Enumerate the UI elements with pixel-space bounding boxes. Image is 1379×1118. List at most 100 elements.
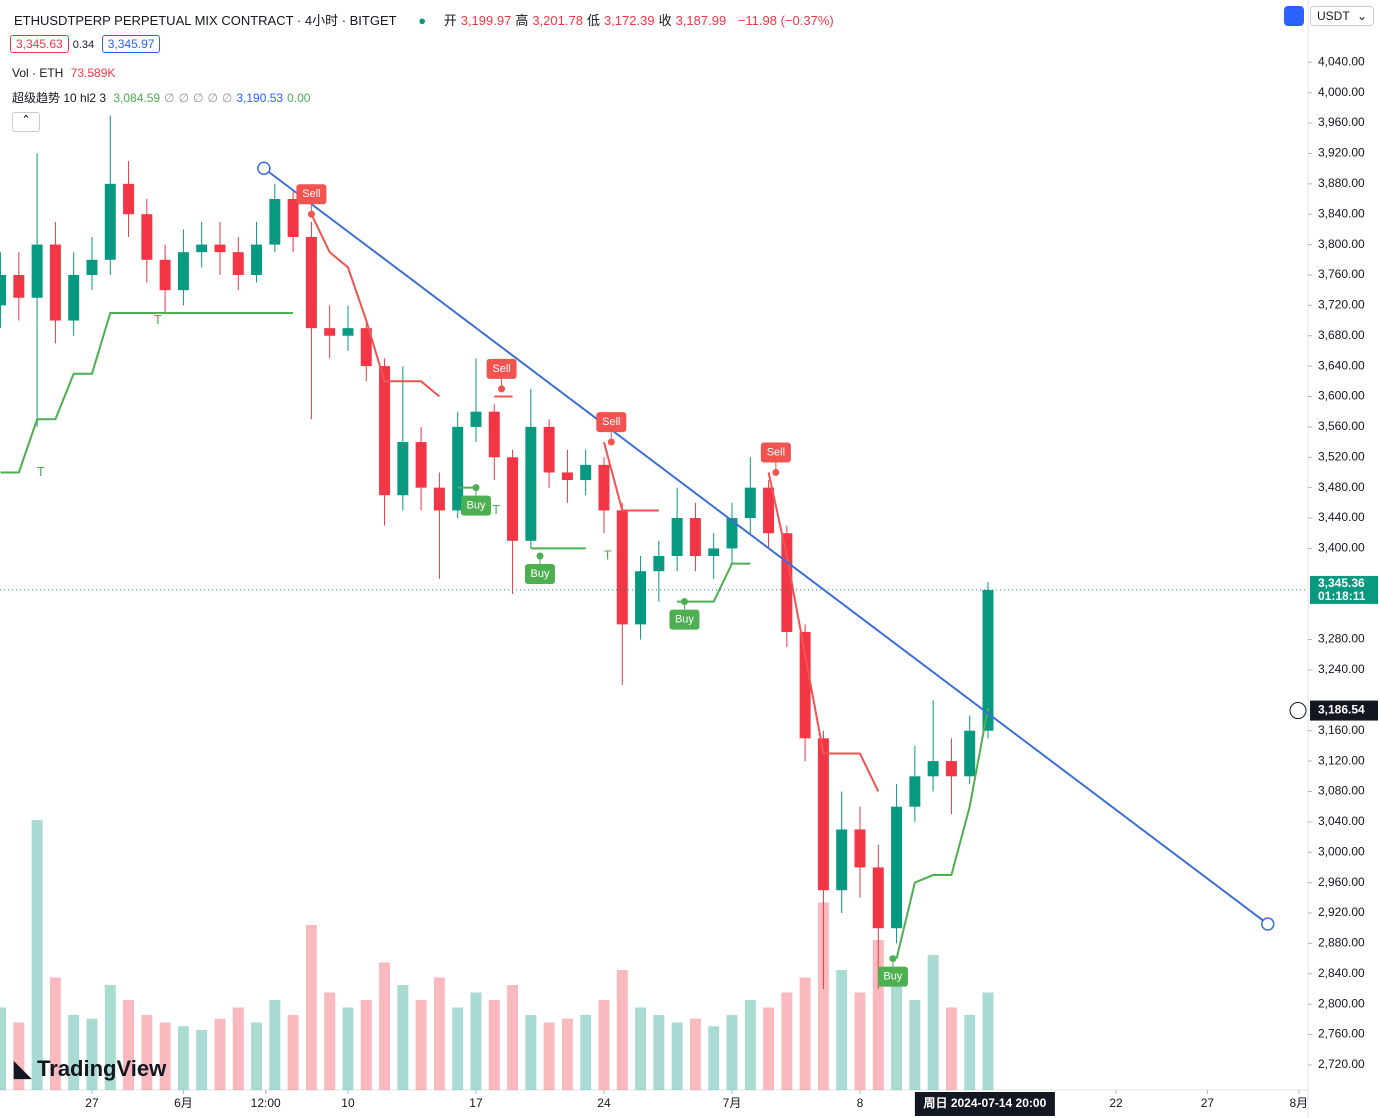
candle-body	[305, 236, 317, 329]
crosshair-y-label: 3,186.54	[1318, 703, 1365, 717]
signal-point	[889, 955, 897, 963]
trendline-handle	[1261, 917, 1275, 931]
last-price-label: 3,345.36	[1318, 576, 1365, 590]
volume-bar	[763, 1007, 775, 1090]
candle-body	[123, 183, 135, 215]
x-tick-label: 24	[597, 1096, 611, 1110]
ask: 3,345.97	[101, 35, 161, 53]
volume-bar	[433, 977, 445, 1090]
y-tick-label: 3,680.00	[1318, 328, 1365, 342]
crosshair-y-box	[1310, 700, 1378, 721]
signal-badge	[669, 609, 700, 630]
ohlc-value: 3,201.78	[532, 13, 583, 28]
marker: T	[154, 312, 162, 327]
volume-bar	[470, 992, 482, 1090]
collapse-button[interactable]: ⌃	[12, 112, 40, 132]
ohlc: 开 3,199.97 高 3,201.78 低 3,172.39 收 3,187.99	[444, 13, 731, 28]
signal-badge	[486, 358, 517, 379]
signal-point	[607, 438, 615, 446]
candle-body	[49, 244, 61, 321]
volume-bar	[891, 977, 903, 1090]
candle-body	[616, 510, 628, 625]
volume-bar	[415, 1000, 427, 1090]
signal-label: Sell	[492, 363, 510, 375]
volume-bar	[86, 1018, 98, 1090]
volume-bar	[232, 1007, 244, 1090]
y-tick-label: 3,040.00	[1318, 814, 1365, 828]
candle-body	[891, 806, 903, 929]
x-tick-label: 7月	[723, 1096, 742, 1110]
symbol: ETHUSDTPERP PERPETUAL MIX CONTRACT · 4小时…	[14, 13, 397, 28]
signal-label: Buy	[675, 613, 694, 625]
y-tick-label: 3,120.00	[1318, 753, 1365, 767]
countdown-label: 01:18:11	[1318, 589, 1366, 603]
y-tick-label: 3,400.00	[1318, 541, 1365, 555]
y-tick-label: 2,880.00	[1318, 936, 1365, 950]
x-tick-label: 10	[341, 1096, 355, 1110]
crosshair-x-label: 周日 2024-07-14 20:00	[924, 1096, 1047, 1110]
volume-bar	[251, 1022, 263, 1090]
y-tick-label: 3,240.00	[1318, 662, 1365, 676]
signal-point	[307, 210, 315, 218]
signal-point	[498, 385, 506, 393]
supertrend-up	[0, 311, 989, 959]
volume-bar	[964, 1015, 976, 1090]
candle-body	[196, 244, 208, 253]
signal-badge	[877, 966, 908, 987]
ohlc-label: 开	[443, 13, 457, 28]
crosshair-plus	[1289, 702, 1307, 720]
candle-body	[909, 776, 921, 807]
x-tick-label: 8月	[1290, 1096, 1309, 1110]
indicator-name: 超级趋势 10 hl2 3	[12, 91, 107, 105]
volume-bar	[854, 992, 866, 1090]
volume-bar	[580, 1015, 592, 1090]
volume-bar	[671, 1022, 683, 1090]
volume-bar	[708, 1026, 720, 1090]
indicator-legend: 超级趋势 10 hl2 3 3,084.59 ∅ ∅ ∅ ∅ ∅ 3,190.53 0.00	[12, 89, 318, 106]
volume-bar	[836, 970, 848, 1090]
volume-bar	[982, 992, 994, 1090]
y-tick-label: 3,800.00	[1318, 237, 1365, 251]
signal-label: Buy	[531, 568, 550, 580]
y-tick-label: 3,440.00	[1318, 510, 1365, 524]
y-tick-label: 3,600.00	[1318, 389, 1365, 403]
volume-bar	[653, 1015, 665, 1090]
spread: 0.34	[72, 39, 95, 51]
signal-label: Sell	[302, 188, 320, 200]
volume-bar	[123, 1000, 135, 1090]
change: −11.98 (−0.37%)	[737, 13, 834, 28]
volume-bar	[177, 1026, 189, 1090]
candle-body	[141, 214, 153, 260]
candle-body	[342, 328, 354, 336]
volume-bar	[452, 1007, 464, 1090]
candle-body	[452, 426, 464, 511]
candle-body	[31, 244, 43, 298]
y-tick-label: 3,640.00	[1318, 358, 1365, 372]
volume-bar	[635, 1007, 647, 1090]
candle-body	[13, 274, 25, 298]
volume-bar	[13, 1022, 25, 1090]
last-price-box	[1310, 575, 1378, 604]
candle-body	[360, 328, 372, 367]
trendline-handle	[257, 161, 271, 175]
candle-body	[287, 199, 299, 237]
indicator-value: ∅	[178, 91, 190, 105]
signal-label: Buy	[467, 500, 486, 512]
candle-body	[982, 589, 994, 731]
bid: 3,345.63	[10, 35, 69, 53]
candle-body	[964, 730, 976, 777]
indicator-value: 0.00	[287, 91, 311, 105]
candle-body	[324, 328, 336, 336]
candle-body	[817, 738, 829, 891]
candle-body	[214, 244, 226, 253]
candle-body	[689, 518, 701, 557]
marker: T	[604, 547, 612, 562]
sync-button[interactable]	[1284, 6, 1304, 26]
currency-select[interactable]: USDT ⌄	[1310, 6, 1375, 26]
marker: T	[37, 464, 45, 479]
candle-body	[708, 548, 720, 557]
candle-body	[68, 274, 80, 321]
x-tick-label: 27	[1201, 1096, 1215, 1110]
volume-value: 73.589K	[70, 66, 116, 80]
ohlc-value: 3,187.99	[675, 13, 727, 28]
